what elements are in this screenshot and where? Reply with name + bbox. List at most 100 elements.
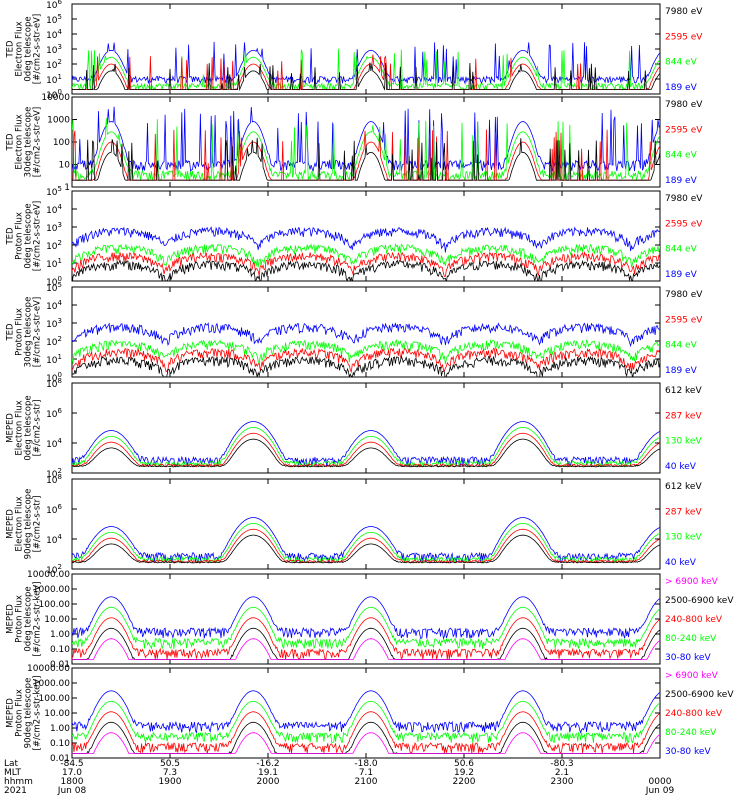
legend-entry: 40 keV xyxy=(665,462,697,472)
flux-traces xyxy=(72,690,660,755)
x-tick-label-lat: 50.5 xyxy=(160,759,180,769)
legend-entry: 7980 eV xyxy=(665,290,703,300)
y-tick-label: 105 xyxy=(46,185,62,198)
y-axis-label: MEPED Electron Flux 0deg telescope [#/cm2-s… xyxy=(6,395,43,460)
legend-entry: 240-800 keV xyxy=(665,709,723,719)
x-tick-label-mlt: 7.3 xyxy=(163,768,177,778)
y-tick-label: 10000 xyxy=(41,93,70,103)
y-axis-label-line: Electron Flux xyxy=(15,21,25,76)
y-tick-label: 104 xyxy=(46,533,62,546)
flux-traces xyxy=(72,41,660,92)
legend-entry: 844 eV xyxy=(665,341,698,351)
y-axis-label-line: [#/cm2-s-str-keV] xyxy=(33,582,43,657)
y-axis-label-line: [#/cm2-s-str-eV] xyxy=(33,14,43,84)
legend-entry: 612 keV xyxy=(665,386,702,396)
y-axis-label-line: TED xyxy=(6,40,16,59)
x-tick-label-lat: 50.6 xyxy=(454,759,474,769)
legend-entry: 130 keV xyxy=(665,533,702,543)
x-tick-label-lat: -18.0 xyxy=(354,759,378,769)
x-tick-label-date: Jun 09 xyxy=(645,786,675,796)
series-line-black xyxy=(72,534,660,564)
y-axis-label-line: 0deg telescope xyxy=(24,395,34,460)
series-line-black xyxy=(72,259,660,281)
y-tick-label: 102 xyxy=(46,58,62,71)
series-line-blue xyxy=(72,690,660,734)
legend-entry: > 6900 keV xyxy=(665,577,719,587)
series-line-blue xyxy=(72,41,660,86)
y-tick-label: 104 xyxy=(46,299,62,312)
series-line-black xyxy=(72,355,660,377)
y-tick-label: 106 xyxy=(46,407,62,420)
y-axis-label-line: Electron Flux xyxy=(15,400,25,455)
y-axis-label: MEPED Proton Flux 90deg telescope [#/cm2-s-… xyxy=(6,676,43,751)
series-line-black xyxy=(72,627,660,661)
y-axis-label-line: TED xyxy=(6,133,16,152)
y-tick-label: 100.00 xyxy=(39,600,71,610)
y-tick-label: 10.00 xyxy=(44,615,70,625)
legend-entry: 287 keV xyxy=(665,411,702,421)
series-line-green xyxy=(72,606,660,650)
series-line-blue xyxy=(72,106,660,173)
y-axis-label: TED Proton Flux 0deg telescope [#/cm2-s-str… xyxy=(6,201,43,271)
y-axis-label-line: [#/cm2-s-str-eV] xyxy=(33,107,43,177)
legend-entry: 2500-6900 keV xyxy=(665,596,734,606)
series-line-blue xyxy=(72,517,660,564)
y-tick-label: 10000.00 xyxy=(27,664,70,674)
series-line-green xyxy=(72,48,660,92)
legend-entry: 130 keV xyxy=(665,437,702,447)
flux-traces xyxy=(72,106,660,182)
y-tick-label: 102 xyxy=(46,335,62,348)
x-tick-label-lat: -80.3 xyxy=(550,759,573,769)
series-line-green xyxy=(72,522,660,565)
series-line-blue xyxy=(72,226,660,253)
series-line-magenta xyxy=(72,732,660,754)
y-axis-label: TED Electron Flux 30deg telescope [#/cm2-s-… xyxy=(6,107,43,178)
y-axis-label-line: TED xyxy=(6,323,16,342)
series-line-black xyxy=(72,137,660,181)
y-tick-label: 10 xyxy=(59,161,71,171)
x-tick-label-hhmm: 2200 xyxy=(453,777,476,787)
y-axis-label-line: Proton Flux xyxy=(15,689,25,737)
y-tick-label: 103 xyxy=(46,43,62,56)
series-line-black xyxy=(72,62,660,91)
y-axis-label-line: MEPED xyxy=(6,698,16,728)
flux-traces xyxy=(72,421,660,468)
y-axis-label-line: 0deg telescope xyxy=(24,586,34,651)
x-axis-row-label: hhmm xyxy=(4,777,33,787)
y-tick-label: 101 xyxy=(46,257,62,270)
y-axis-label-line: Proton Flux xyxy=(15,595,25,643)
legend-entry: 30-80 keV xyxy=(665,747,711,757)
y-tick-label: 101 xyxy=(46,73,62,86)
legend-entry: 2595 eV xyxy=(665,219,703,229)
y-axis-label-line: 90deg telescope xyxy=(24,678,34,749)
y-axis-label-line: 0deg telescope xyxy=(24,16,34,81)
legend-entry: 287 keV xyxy=(665,507,702,517)
y-axis-label-line: MEPED xyxy=(6,604,16,634)
y-tick-label: 104 xyxy=(46,437,62,450)
y-tick-label: 1000.00 xyxy=(33,585,70,595)
y-axis-label-line: [#/cm2-s-str] xyxy=(33,496,43,553)
legend-entry: 240-800 keV xyxy=(665,615,723,625)
legend-entry: 844 eV xyxy=(665,58,698,68)
legend-entry: 2595 eV xyxy=(665,315,703,325)
y-axis-label: MEPED Proton Flux 0deg telescope [#/cm2-s-s… xyxy=(6,582,43,657)
y-tick-label: 1.00 xyxy=(50,724,70,734)
y-tick-label: 1000 xyxy=(47,116,70,126)
x-tick-label-hhmm: 2000 xyxy=(257,777,280,787)
y-axis-label-line: [#/cm2-s-str-eV] xyxy=(33,297,43,367)
y-tick-label: 0.01 xyxy=(50,660,70,670)
legend-entry: 189 eV xyxy=(665,83,698,93)
x-axis-row-label: MLT xyxy=(4,768,22,778)
panel-meped-proton-0deg: 0.01 0.10 1.00 10.00 100.00 1000.00 10000.00 ME… xyxy=(6,570,735,670)
series-line-magenta xyxy=(72,638,660,660)
legend-entry: 80-240 keV xyxy=(665,634,717,644)
flux-traces xyxy=(72,596,660,661)
y-tick-label: 100 xyxy=(53,138,70,148)
y-tick-label: 105 xyxy=(46,13,62,26)
